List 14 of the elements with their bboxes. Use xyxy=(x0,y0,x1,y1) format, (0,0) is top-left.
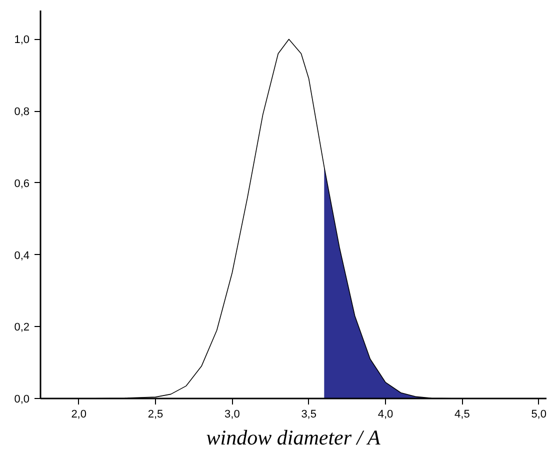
x-tick-label: 4,0 xyxy=(378,408,394,420)
y-tick-label: 0,2 xyxy=(14,322,30,334)
x-tick-label: 2,0 xyxy=(71,408,86,420)
y-tick-label: 0,4 xyxy=(14,250,30,262)
y-tick-label: 1,0 xyxy=(14,34,30,46)
x-axis-title: window diameter / A xyxy=(206,426,380,450)
x-tick-label: 3,5 xyxy=(301,408,316,420)
x-tick-label: 3,0 xyxy=(224,408,240,420)
x-tick-label: 2,5 xyxy=(148,408,164,420)
y-tick-label: 0,0 xyxy=(14,394,30,406)
x-tick-label: 4,5 xyxy=(454,408,470,420)
x-tick-label: 5,0 xyxy=(531,408,546,420)
y-tick-label: 0,8 xyxy=(14,106,30,118)
y-tick-label: 0,6 xyxy=(14,178,30,190)
